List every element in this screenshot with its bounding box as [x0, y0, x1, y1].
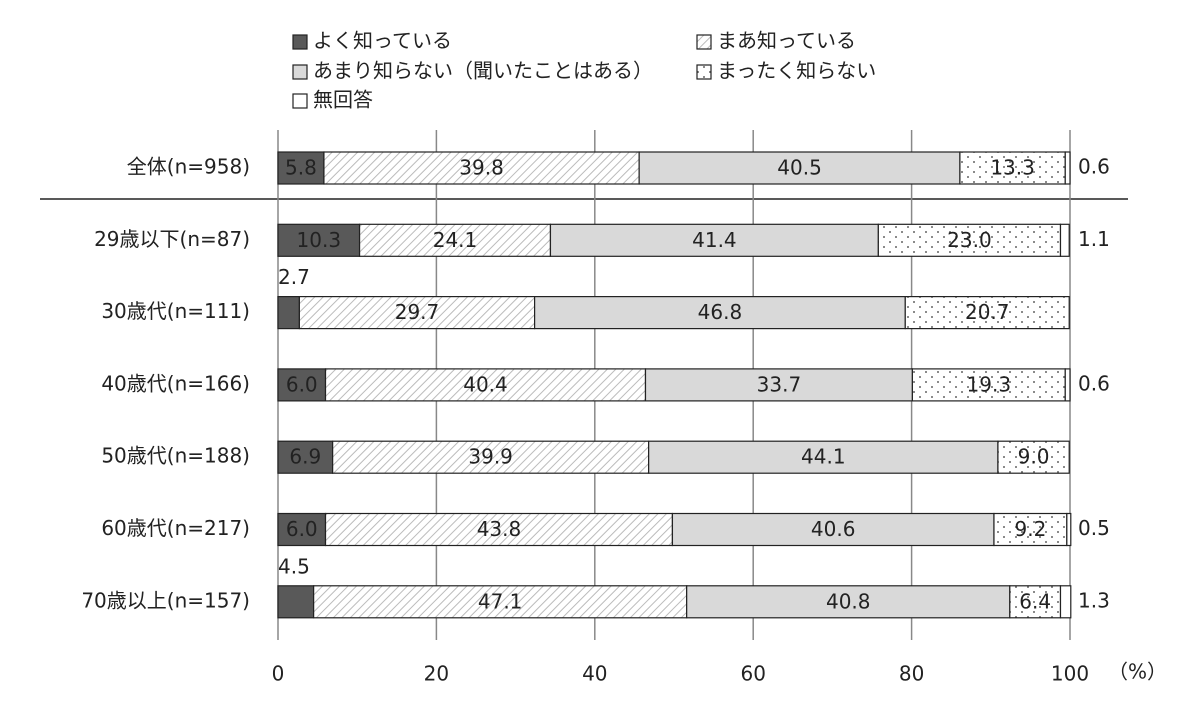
value-label: 0.5: [1078, 516, 1110, 540]
legend-label: まったく知らない: [717, 59, 876, 83]
value-label: 40.5: [777, 156, 822, 180]
x-tick-label: 60: [740, 662, 765, 686]
bar-segment: [332, 440, 650, 474]
value-label: 29.7: [395, 300, 440, 324]
category-label: 全体(n=958): [127, 155, 250, 179]
value-label: 33.7: [757, 372, 802, 396]
value-label: 2.7: [278, 265, 310, 289]
value-label: 13.3: [990, 156, 1035, 180]
bar-segment: [277, 585, 315, 619]
value-label: 6.9: [289, 445, 321, 469]
bar-segment: [1064, 368, 1071, 402]
bar-segment: [671, 512, 995, 547]
value-label: 41.4: [692, 228, 737, 252]
bar-segment: [959, 151, 1066, 185]
bar-segment: [1064, 151, 1071, 185]
legend-label: あまり知らない（聞いたことはある）: [313, 59, 653, 83]
x-unit: （%）: [1108, 660, 1167, 684]
category-label: 29歳以下(n=87): [94, 227, 250, 251]
value-label: 5.8: [285, 156, 317, 180]
value-label: 9.0: [1018, 445, 1050, 469]
category-label: 60歳代(n=217): [101, 516, 250, 540]
bar-segment: [1059, 585, 1072, 619]
value-label: 40.4: [463, 372, 508, 396]
bar-segment: [277, 512, 327, 547]
value-label: 6.0: [286, 517, 318, 541]
value-label: 47.1: [478, 589, 523, 613]
bar-segment: [313, 585, 688, 619]
value-label: 40.8: [826, 589, 871, 613]
x-tick-label: 40: [582, 662, 607, 686]
bar-segment: [993, 512, 1068, 547]
value-label: 20.7: [965, 300, 1010, 324]
bar-segment: [644, 368, 913, 402]
legend-swatch: [696, 64, 712, 80]
category-label: 70歳以上(n=157): [81, 588, 250, 612]
bar-segment: [277, 296, 300, 330]
legend-label: よく知っている: [313, 29, 452, 53]
legend-label: 無回答: [313, 88, 373, 112]
value-label: 23.0: [947, 228, 992, 252]
value-label: 0.6: [1078, 371, 1110, 395]
value-label: 1.3: [1078, 588, 1110, 612]
bar-segment: [324, 368, 647, 402]
bar-segment: [323, 151, 640, 185]
category-label: 50歳代(n=188): [101, 444, 250, 468]
value-label: 43.8: [477, 517, 522, 541]
value-label: 39.8: [459, 156, 504, 180]
bar-segment: [1009, 585, 1062, 619]
category-label: 30歳代(n=111): [101, 299, 250, 323]
bar-segment: [686, 585, 1011, 619]
value-label: 44.1: [801, 445, 846, 469]
bar-segment: [358, 223, 552, 257]
x-tick-label: 20: [424, 662, 449, 686]
value-label: 9.2: [1014, 517, 1046, 541]
value-label: 40.6: [811, 517, 856, 541]
bar-segment: [1066, 512, 1072, 547]
x-tick-label: 100: [1051, 662, 1089, 686]
legend-swatch: [292, 34, 308, 50]
x-tick-label: 0: [272, 662, 285, 686]
bar-segment: [1059, 223, 1070, 257]
value-label: 6.0: [286, 372, 318, 396]
value-label: 10.3: [297, 228, 342, 252]
value-label: 19.3: [967, 372, 1012, 396]
bar-segment: [277, 440, 334, 474]
value-label: 1.1: [1078, 227, 1110, 251]
bar-segment: [277, 223, 361, 257]
value-label: 0.6: [1078, 155, 1110, 179]
bar-segment: [298, 296, 536, 330]
bar-segment: [324, 512, 674, 547]
value-label: 4.5: [278, 554, 310, 578]
value-label: 24.1: [433, 228, 478, 252]
bar-segment: [277, 151, 325, 185]
legend-swatch: [292, 93, 308, 109]
value-label: 6.4: [1019, 589, 1051, 613]
bar-segment: [904, 296, 1070, 330]
bar-segment: [638, 151, 961, 185]
value-label: 39.9: [468, 445, 513, 469]
bar-segment: [997, 440, 1070, 474]
legend-swatch: [696, 34, 712, 50]
legend-label: まあ知っている: [717, 29, 856, 53]
category-label: 40歳代(n=166): [101, 371, 250, 395]
legend-swatch: [292, 64, 308, 80]
value-label: 46.8: [698, 300, 743, 324]
x-tick-label: 80: [899, 662, 924, 686]
